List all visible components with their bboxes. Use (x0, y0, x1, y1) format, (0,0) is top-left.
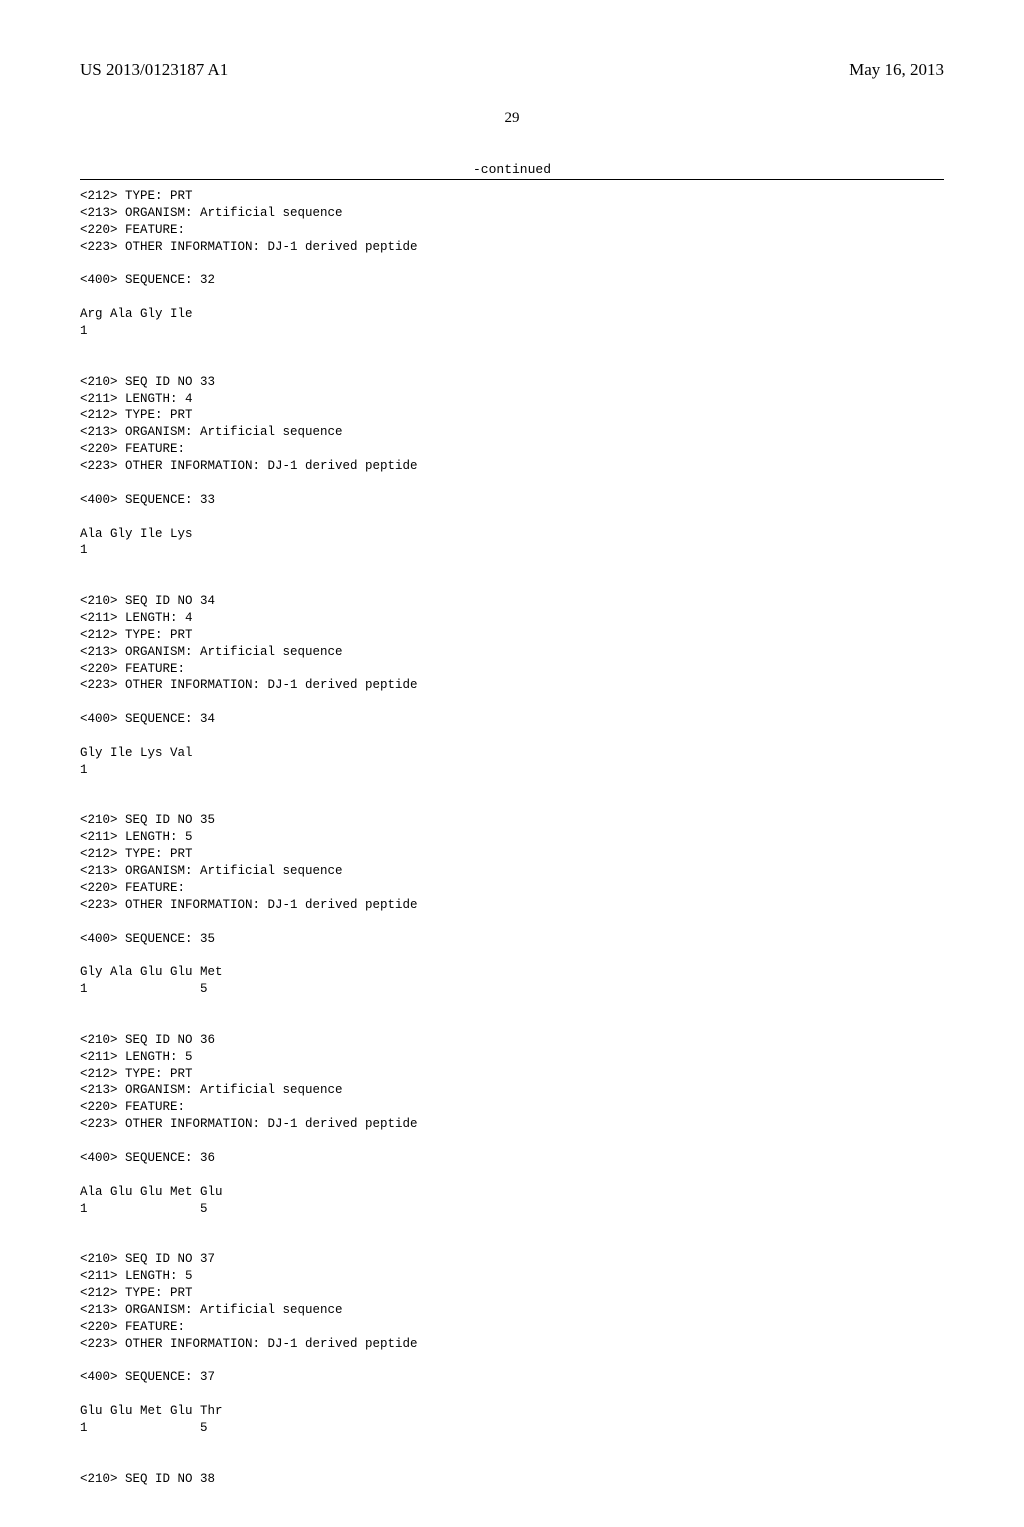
page-number: 29 (80, 110, 944, 127)
document-id: US 2013/0123187 A1 (80, 60, 228, 80)
page-container: US 2013/0123187 A1 May 16, 2013 29 -cont… (0, 0, 1024, 1527)
continued-label: -continued (80, 162, 944, 177)
divider-top (80, 179, 944, 180)
document-date: May 16, 2013 (849, 60, 944, 80)
page-header: US 2013/0123187 A1 May 16, 2013 (80, 60, 944, 80)
sequence-listing: <212> TYPE: PRT <213> ORGANISM: Artifici… (80, 188, 944, 1487)
